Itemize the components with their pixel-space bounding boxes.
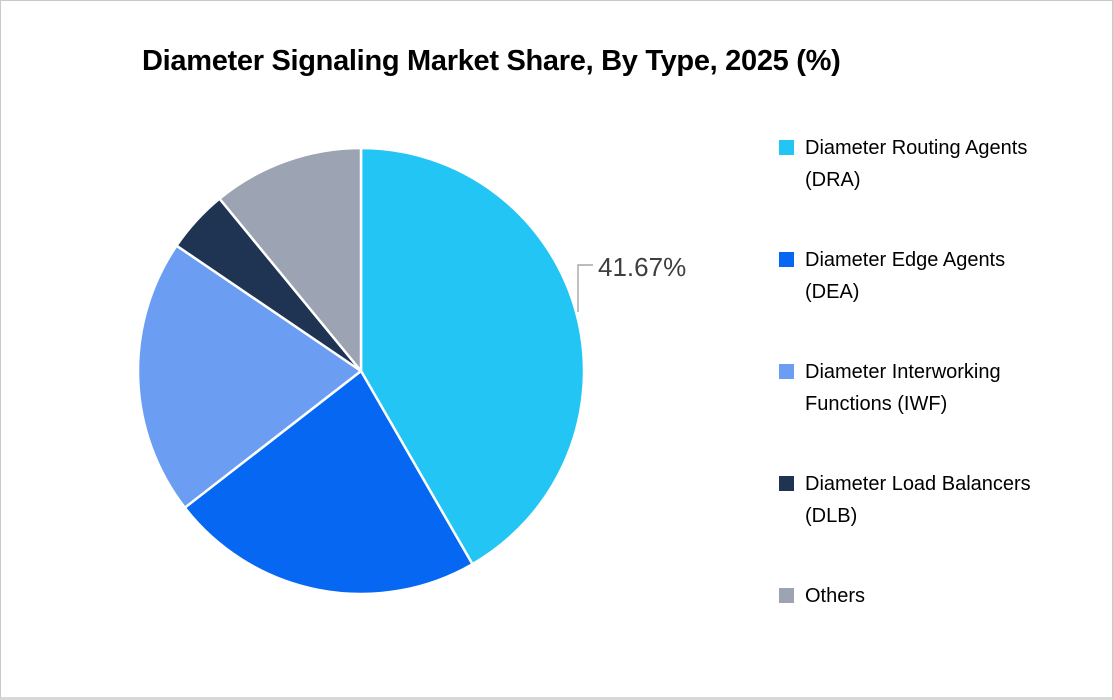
leader-line <box>577 264 593 312</box>
pie-slice-0 <box>359 146 586 566</box>
legend-item: Diameter Edge Agents (DEA) <box>779 244 1079 308</box>
legend-label: Diameter Edge Agents (DEA) <box>805 249 1006 303</box>
legend: Diameter Routing Agents (DRA) Diameter Ed… <box>779 132 1079 660</box>
pie-slice-4 <box>218 146 363 373</box>
data-label-dra: 41.67% <box>598 252 687 282</box>
legend-swatch <box>779 476 794 491</box>
legend-item: Others <box>779 580 1079 612</box>
legend-swatch <box>779 588 794 603</box>
legend-label: Diameter Load Balancers (DLB) <box>805 473 1031 527</box>
legend-label: Others <box>805 585 866 607</box>
legend-swatch <box>779 364 794 379</box>
pie-slice-2 <box>136 244 363 509</box>
chart-title: Diameter Signaling Market Share, By Type… <box>142 45 841 77</box>
legend-swatch <box>779 140 794 155</box>
legend-label: Diameter Interworking Functions (IWF) <box>805 361 1001 415</box>
legend-swatch <box>779 252 794 267</box>
pie-slice-1 <box>183 369 474 596</box>
legend-label: Diameter Routing Agents (DRA) <box>805 137 1028 191</box>
legend-item: Diameter Interworking Functions (IWF) <box>779 356 1079 420</box>
legend-item: Diameter Routing Agents (DRA) <box>779 132 1079 196</box>
legend-item: Diameter Load Balancers (DLB) <box>779 468 1079 532</box>
